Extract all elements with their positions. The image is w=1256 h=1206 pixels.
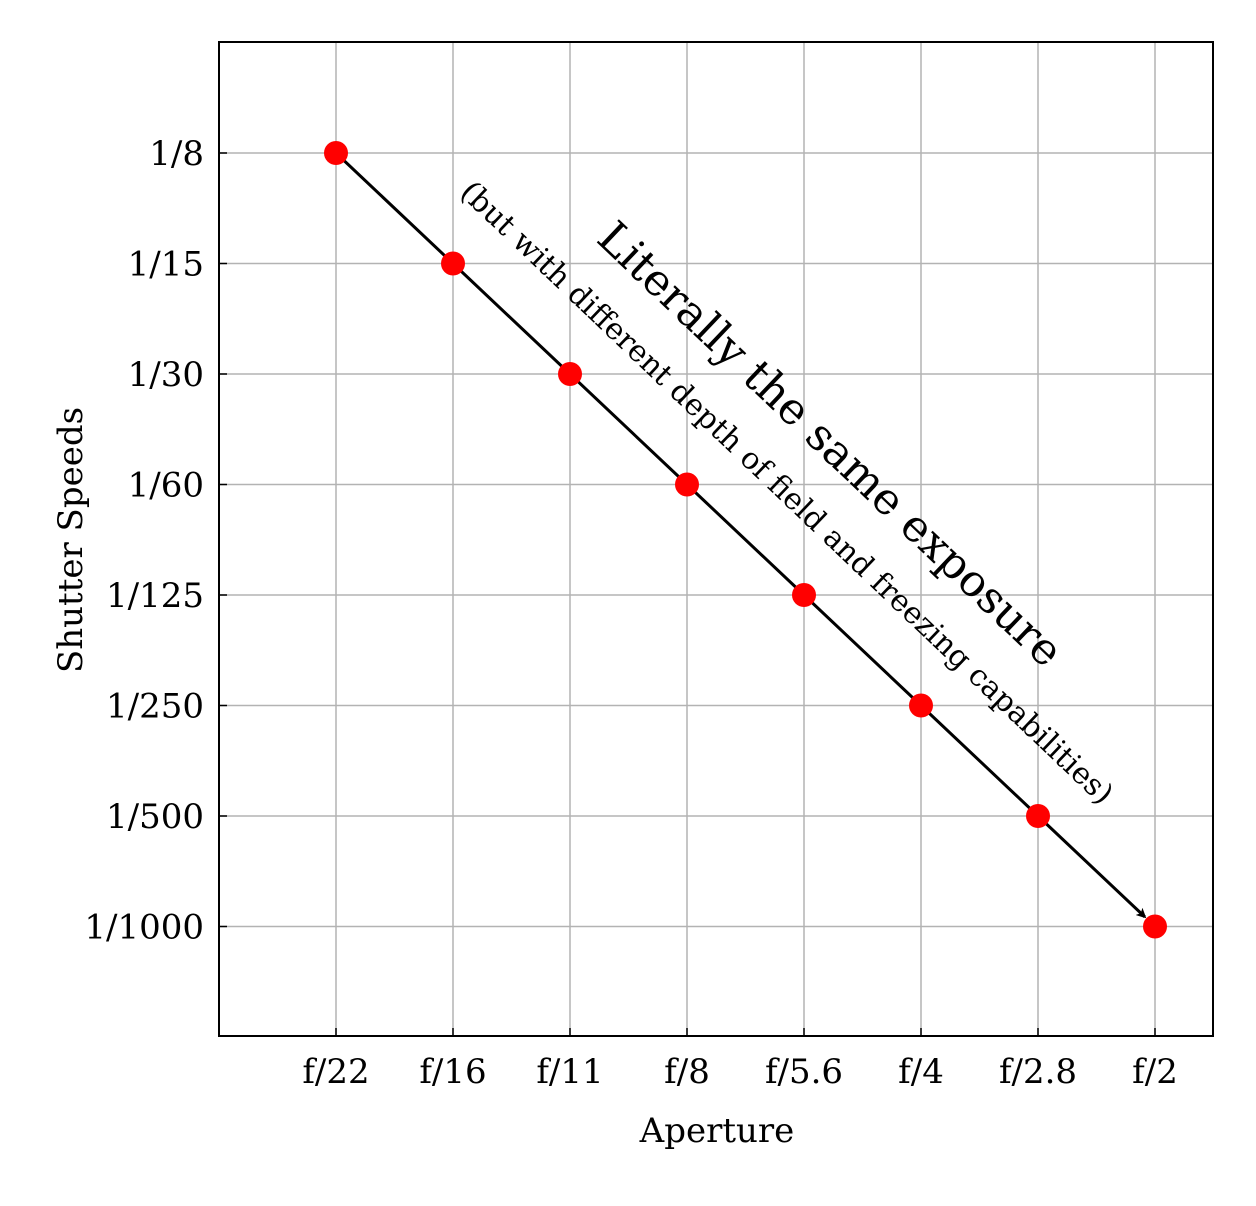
trend-line bbox=[334, 151, 1147, 919]
y-tick-label: 1/500 bbox=[106, 797, 204, 837]
x-axis-label: Aperture bbox=[639, 1111, 795, 1151]
x-tick-label: f/22 bbox=[302, 1052, 369, 1092]
x-tick-label: f/2 bbox=[1132, 1052, 1178, 1092]
data-point bbox=[558, 362, 582, 386]
x-tick-label: f/16 bbox=[419, 1052, 486, 1092]
data-point bbox=[324, 141, 348, 165]
x-tick-label: f/5.6 bbox=[765, 1052, 843, 1092]
x-tick-label: f/4 bbox=[898, 1052, 944, 1092]
data-points bbox=[324, 141, 1167, 939]
plot-frame bbox=[218, 41, 1214, 1037]
data-point bbox=[1143, 914, 1167, 939]
data-point bbox=[792, 583, 816, 607]
y-tick-label: 1/30 bbox=[128, 355, 204, 395]
y-tick-label: 1/60 bbox=[128, 466, 204, 506]
data-point bbox=[675, 472, 699, 497]
y-tick-label: 1/125 bbox=[106, 576, 204, 616]
y-tick-label: 1/1000 bbox=[84, 908, 204, 948]
x-tick-label: f/11 bbox=[536, 1052, 603, 1092]
annotation-main: Literally the same exposure bbox=[587, 212, 1072, 677]
y-tick-labels: 1/8 1/15 1/30 1/60 1/125 1/250 1/500 1/1000 bbox=[84, 134, 227, 948]
annotations: Literally the same exposure (but with di… bbox=[453, 174, 1120, 811]
y-tick-label: 1/8 bbox=[149, 134, 204, 174]
grid bbox=[219, 42, 1213, 1036]
x-tick-label: f/8 bbox=[664, 1052, 710, 1092]
annotation-sub: (but with different depth of field and f… bbox=[453, 174, 1120, 811]
y-tick-label: 1/250 bbox=[106, 687, 204, 727]
data-point bbox=[441, 251, 465, 276]
x-tick-labels: f/22 f/16 f/11 f/8 f/5.6 f/4 f/2.8 f/2 bbox=[302, 1028, 1178, 1092]
data-point bbox=[1026, 804, 1050, 828]
y-axis-label: Shutter Speeds bbox=[51, 407, 91, 673]
trend-line-layer bbox=[334, 151, 1147, 919]
x-tick-label: f/2.8 bbox=[999, 1052, 1077, 1092]
data-point bbox=[909, 693, 933, 718]
y-tick-label: 1/15 bbox=[128, 245, 204, 285]
